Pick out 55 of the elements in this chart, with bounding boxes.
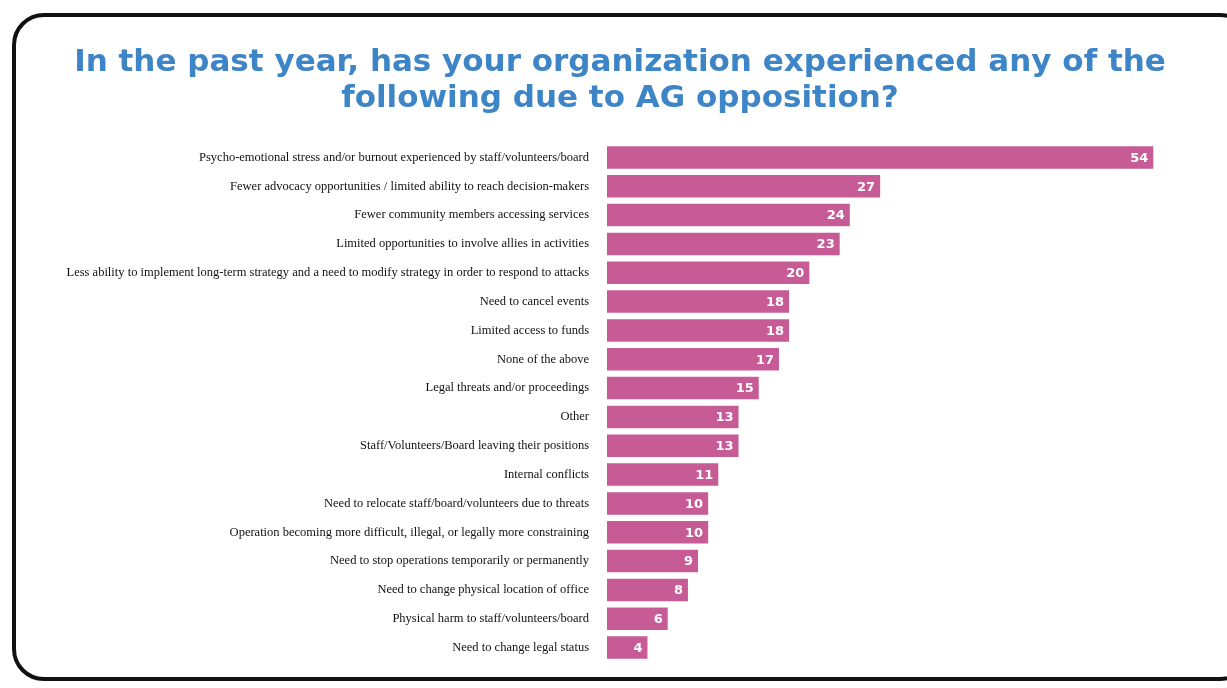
data-label: 6 [653, 611, 663, 627]
bar [607, 463, 719, 486]
bar [607, 521, 709, 544]
y-tick-label: Staff/Volunteers/Board leaving their positions [359, 438, 590, 453]
y-tick-label: Operation becoming more difficult, illegal, or legally more constraining [229, 524, 590, 539]
data-label: 9 [684, 553, 694, 569]
bar [607, 376, 759, 400]
data-label: 8 [673, 582, 683, 598]
bar [607, 175, 881, 198]
y-tick-label: Need to cancel events [479, 293, 590, 308]
y-tick-label: Need to change physical location of office [377, 582, 590, 597]
bar [607, 434, 739, 457]
bar [607, 492, 709, 515]
data-label: 27 [857, 178, 876, 194]
data-label: 24 [826, 207, 845, 223]
data-label: 20 [786, 265, 805, 281]
data-label: 10 [685, 495, 704, 511]
bar [607, 146, 1154, 169]
y-tick-label: Less ability to implement long-term strategy and a need to modify strategy in order to respond to attacks [66, 265, 590, 280]
y-tick-label: Need to stop operations temporarily or permanently [330, 553, 590, 568]
y-tick-label: None of the above [497, 351, 590, 366]
bar [607, 348, 779, 371]
data-label: 17 [755, 351, 774, 367]
bar [607, 549, 699, 573]
data-label: 18 [766, 293, 785, 309]
data-label: 54 [1130, 149, 1149, 165]
bar [607, 290, 790, 313]
data-label: 10 [685, 524, 704, 540]
y-tick-label: Limited access to funds [470, 322, 590, 337]
data-label: 4 [633, 639, 643, 655]
bar [607, 319, 790, 342]
bar [607, 578, 688, 602]
y-tick-label: Legal threats and/or proceedings [425, 380, 590, 395]
y-tick-label: Fewer advocacy opportunities / limited ability to reach decision-makers [230, 178, 590, 193]
data-label: 11 [695, 466, 714, 482]
bar [607, 261, 810, 284]
y-tick-label: Physical harm to staff/volunteers/board [392, 611, 590, 626]
bar [607, 607, 668, 630]
y-tick-label: Other [560, 409, 590, 424]
y-tick-label: Need to change legal status [452, 639, 590, 654]
data-label: 23 [816, 236, 835, 252]
y-tick-label: Fewer community members accessing services [354, 207, 590, 222]
data-label: 13 [715, 438, 734, 454]
data-label: 15 [735, 380, 754, 396]
y-tick-label: Psycho-emotional stress and/or burnout experienced by staff/volunteers/board [199, 149, 590, 164]
bar [607, 203, 850, 227]
bar [607, 405, 739, 429]
y-tick-label: Internal conflicts [503, 466, 590, 481]
chart-title: In the past year, has your organization experienced any of the following due to AG opposition? [73, 42, 1167, 114]
bar [607, 232, 840, 256]
y-tick-label: Need to relocate staff/board/volunteers due to threats [324, 495, 590, 510]
data-label: 18 [766, 322, 785, 338]
data-label: 13 [715, 409, 734, 425]
bar [607, 636, 648, 659]
y-tick-label: Limited opportunities to involve allies in activities [336, 236, 590, 251]
